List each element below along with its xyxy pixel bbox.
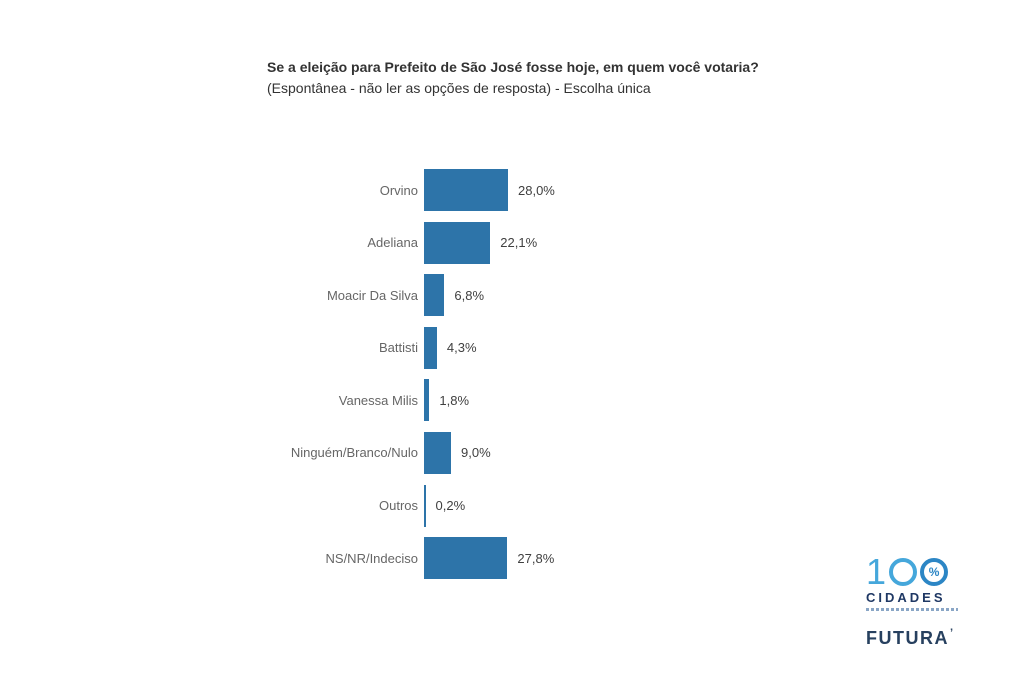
chart-row: NS/NR/Indeciso 27,8%	[0, 537, 1024, 580]
bar-rows: Orvino 28,0% Adeliana 22,1% Moacir Da Silva 6…	[0, 169, 1024, 580]
logo-percent-glyph: %	[928, 565, 940, 579]
bar	[424, 484, 426, 527]
bar	[424, 537, 508, 580]
value-label: 6,8%	[454, 287, 485, 303]
cidades-100-logo-icon: 1 %	[866, 551, 986, 592]
value-label: 27,8%	[517, 550, 555, 566]
value-label: 9,0%	[461, 445, 491, 461]
category-label: Ninguém/Branco/Nulo	[290, 445, 418, 461]
value-label: 22,1%	[500, 235, 538, 251]
chart-title: Se a eleição para Prefeito de São José f…	[267, 59, 759, 75]
bar	[424, 326, 437, 369]
logo-digit-one: 1	[866, 551, 887, 592]
cidades-tagline-illegible	[866, 608, 958, 611]
value-label: 1,8%	[439, 392, 470, 408]
bar	[424, 379, 430, 422]
value-label: 0,2%	[435, 498, 466, 514]
category-label: Outros	[378, 498, 418, 514]
futura-logo: FUTURA ’	[866, 628, 986, 649]
bar-chart: Orvino 28,0% Adeliana 22,1% Moacir Da Silva 6…	[0, 169, 1024, 590]
bar	[424, 221, 491, 264]
chart-row: Ninguém/Branco/Nulo 9,0%	[0, 431, 1024, 474]
category-label: Orvino	[379, 182, 418, 198]
logo-percent-ring-icon: %	[920, 558, 949, 586]
chart-row: Battisti 4,3%	[0, 326, 1024, 369]
bar	[424, 431, 451, 474]
branding-block: 1 % CIDADES FUTURA ’	[866, 551, 986, 649]
value-label: 28,0%	[518, 182, 555, 198]
chart-row: Moacir Da Silva 6,8%	[0, 274, 1024, 317]
chart-row: Vanessa Milis 1,8%	[0, 379, 1024, 422]
category-label: Vanessa Milis	[338, 392, 418, 408]
category-label: Adeliana	[367, 235, 418, 251]
value-label: 4,3%	[446, 340, 477, 356]
logo-ring-icon	[889, 558, 918, 586]
chart-row: Orvino 28,0%	[0, 169, 1024, 211]
chart-row: Adeliana 22,1%	[0, 221, 1024, 264]
bar	[424, 274, 445, 317]
futura-mark: ’	[950, 627, 955, 639]
chart-title-block: Se a eleição para Prefeito de São José f…	[267, 57, 827, 99]
category-label: Moacir Da Silva	[326, 287, 418, 303]
futura-wordmark: FUTURA	[866, 628, 949, 648]
chart-subtitle: (Espontânea - não ler as opções de respo…	[267, 80, 651, 96]
bar	[424, 169, 508, 211]
category-label: NS/NR/Indeciso	[325, 550, 418, 566]
category-label: Battisti	[378, 340, 418, 356]
chart-row: Outros 0,2%	[0, 484, 1024, 527]
cidades-wordmark: CIDADES	[866, 590, 946, 605]
